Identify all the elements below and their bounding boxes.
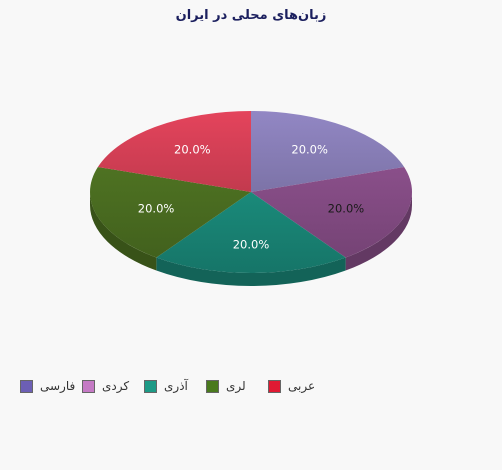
legend-label: آذری xyxy=(164,379,188,393)
pie-slice-1[interactable] xyxy=(251,166,412,258)
legend-label: لری xyxy=(226,379,246,393)
slice-data-label: 20.0% xyxy=(138,201,175,215)
legend-swatch xyxy=(268,380,281,393)
legend-label: کردی xyxy=(102,379,130,393)
legend-swatch xyxy=(82,380,95,393)
legend-swatch xyxy=(144,380,157,393)
legend-label: فارسی xyxy=(40,379,76,393)
slice-data-label: 20.0% xyxy=(233,238,270,252)
legend-label: عربی xyxy=(288,379,316,393)
legend-swatch xyxy=(20,380,33,393)
pie-slice-0[interactable] xyxy=(251,111,405,192)
slice-data-label: 20.0% xyxy=(328,201,365,215)
legend-swatch xyxy=(206,380,219,393)
pie-side-2 xyxy=(156,257,346,286)
slice-data-label: 20.0% xyxy=(174,142,211,156)
pie-slice-4[interactable] xyxy=(97,111,251,192)
pie-slice-3[interactable] xyxy=(90,166,251,258)
pie-slice-2[interactable] xyxy=(156,192,346,273)
pie-side-3 xyxy=(90,192,157,271)
chart-title: زبان‌های محلی در ایران xyxy=(175,8,327,23)
slice-data-label: 20.0% xyxy=(291,142,328,156)
pie-side-1 xyxy=(345,192,412,271)
